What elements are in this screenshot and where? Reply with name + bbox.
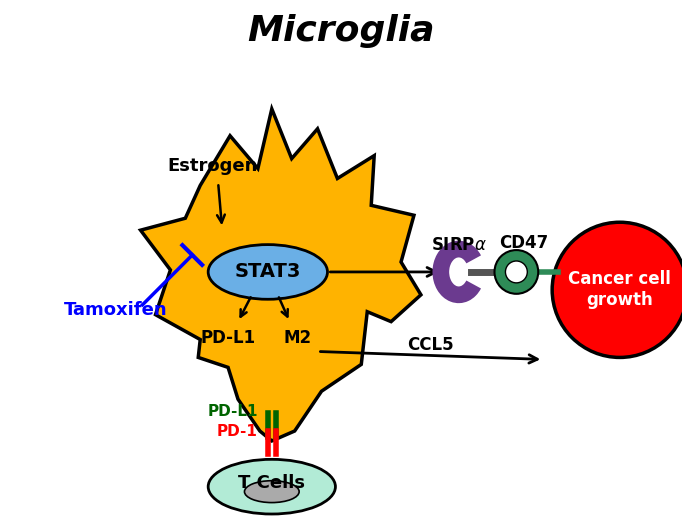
Polygon shape	[140, 109, 421, 441]
Text: Cancer cell
growth: Cancer cell growth	[569, 270, 671, 309]
Text: Tamoxifen: Tamoxifen	[64, 301, 168, 319]
Text: PD-L1: PD-L1	[208, 404, 258, 419]
Ellipse shape	[245, 481, 299, 503]
Ellipse shape	[208, 459, 336, 514]
Text: PD-L1: PD-L1	[201, 328, 256, 347]
Text: CD47: CD47	[499, 234, 548, 252]
Text: M2: M2	[284, 328, 312, 347]
Circle shape	[495, 250, 538, 294]
Text: PD-1: PD-1	[217, 423, 258, 438]
Text: T Cells: T Cells	[238, 473, 306, 492]
Circle shape	[506, 261, 527, 283]
Text: CCL5: CCL5	[408, 336, 454, 353]
Text: Estrogen: Estrogen	[167, 157, 258, 174]
Ellipse shape	[208, 245, 327, 299]
Circle shape	[552, 222, 685, 358]
Text: SIRP$\alpha$: SIRP$\alpha$	[431, 236, 486, 254]
Text: Microglia: Microglia	[248, 14, 435, 49]
Text: STAT3: STAT3	[235, 263, 301, 281]
